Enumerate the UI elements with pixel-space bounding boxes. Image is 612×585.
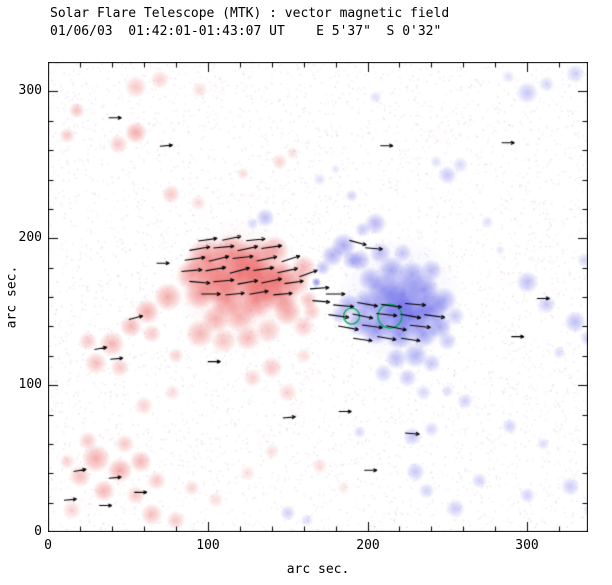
y-tick-label-0: 0 bbox=[34, 524, 42, 539]
x-tick-label-100: 100 bbox=[196, 538, 220, 553]
x-tick-label-0: 0 bbox=[44, 538, 52, 553]
x-axis-label: arc sec. bbox=[286, 562, 350, 577]
y-axis-label: arc sec. bbox=[4, 265, 20, 329]
x-tick-label-200: 200 bbox=[356, 538, 380, 553]
plot-subtitle: 01/06/03 01:42:01-01:43:07 UT E 5'37" S … bbox=[50, 24, 442, 39]
plot-area bbox=[48, 62, 588, 532]
x-tick-label-300: 300 bbox=[515, 538, 539, 553]
y-tick-label-100: 100 bbox=[18, 377, 42, 392]
y-tick-label-300: 300 bbox=[18, 83, 42, 98]
plot-title: Solar Flare Telescope (MTK) : vector mag… bbox=[50, 6, 450, 21]
y-tick-label-200: 200 bbox=[18, 230, 42, 245]
plot-canvas bbox=[48, 62, 588, 532]
